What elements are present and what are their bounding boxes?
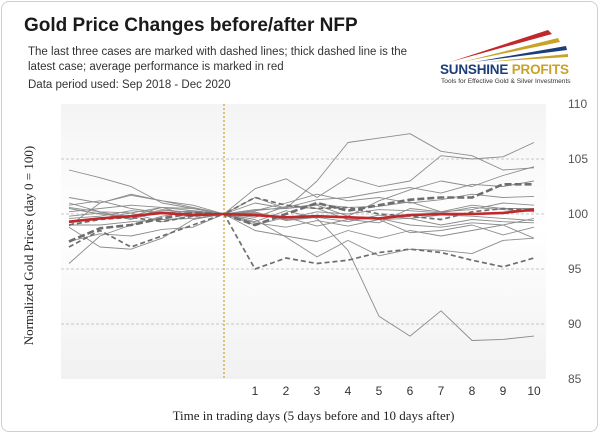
series-line (68, 204, 535, 219)
series-line (68, 213, 535, 250)
series-line (68, 211, 535, 242)
series-line (68, 200, 535, 258)
average-series-line (68, 208, 535, 223)
chart-subtitle: The last three cases are marked with das… (28, 46, 408, 73)
sunshine-profits-logo: SUNSHINE PROFITS Tools for Effective Gol… (440, 24, 571, 86)
y-tick-label: 100 (568, 207, 588, 221)
x-tick-label: 10 (527, 384, 541, 398)
logo-name: SUNSHINE PROFITS (440, 62, 569, 77)
series-line (68, 212, 535, 236)
x-tick-label: 6 (407, 384, 414, 398)
sunshine-rays-icon (450, 30, 568, 62)
y-tick-label: 105 (568, 152, 588, 166)
logo-tagline: Tools for Effective Gold & Silver Invest… (441, 78, 571, 85)
x-tick-label: 4 (345, 384, 352, 398)
plot-area (61, 104, 546, 379)
logo-name-part1: SUNSHINE (440, 62, 509, 77)
x-tick-label: 1 (252, 384, 259, 398)
series-line (68, 194, 535, 242)
logo-name-part2: PROFITS (511, 62, 569, 77)
y-tick-label: 95 (568, 262, 582, 276)
recent-series-line (68, 196, 535, 226)
y-tick-label: 90 (568, 317, 582, 331)
x-tick-label: 8 (469, 384, 476, 398)
y-axis-label: Normalized Gold Prices (day 0 = 100) (21, 146, 36, 345)
chart-title: Gold Price Changes before/after NFP (24, 15, 358, 36)
x-axis-label: Time in trading days (5 days before and … (173, 408, 455, 423)
y-tick-label: 85 (568, 372, 582, 386)
x-tick-label: 3 (314, 384, 321, 398)
recent-series-line (68, 213, 535, 270)
y-tick-label: 110 (568, 97, 587, 111)
x-tick-label: 2 (283, 384, 290, 398)
series-line (68, 142, 535, 215)
x-tick-label: 7 (438, 384, 445, 398)
x-tick-label: 9 (500, 384, 507, 398)
data-period: Data period used: Sep 2018 - Dec 2020 (28, 79, 231, 91)
series-line (68, 166, 535, 217)
x-tick-label: 5 (376, 384, 383, 398)
recent-series-line (68, 183, 534, 243)
